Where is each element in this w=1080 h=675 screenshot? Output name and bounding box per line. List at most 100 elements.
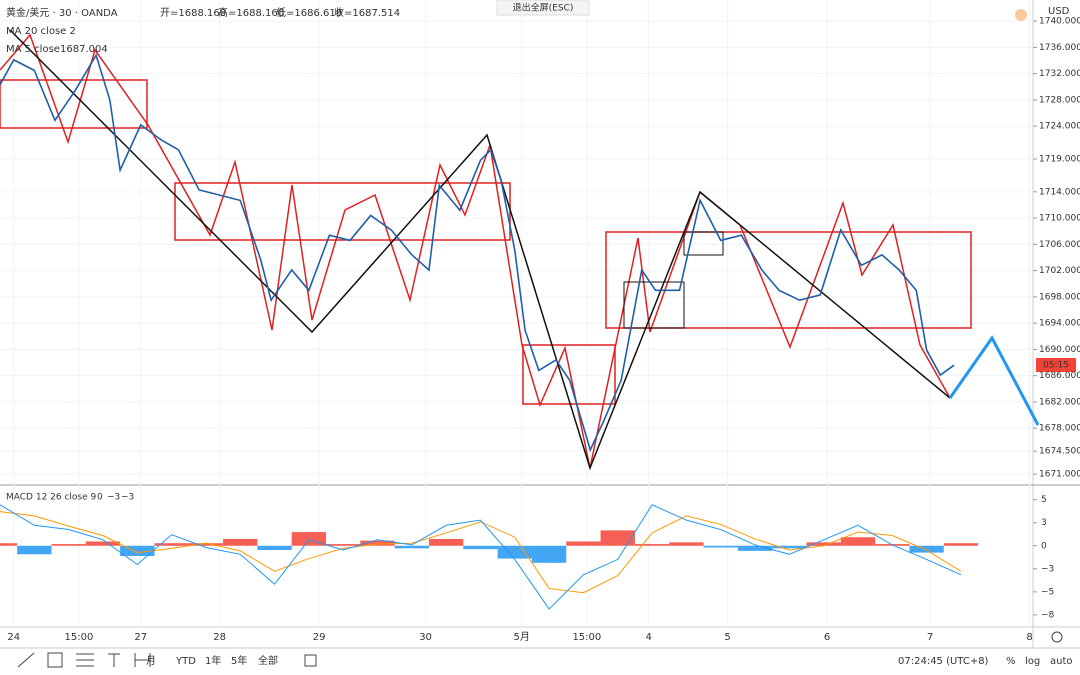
histogram-bar [634,544,670,546]
histogram-bar [17,545,52,555]
ohlc-open: 开=1688.160 [160,8,226,19]
y-tick-label: 1706.000 [1039,240,1080,250]
range-box [0,79,148,129]
histogram-bar [51,544,86,546]
y-tick-label: −5 [1041,587,1054,597]
histogram-bar [0,543,18,546]
line-tool[interactable] [17,652,35,668]
ohlc-close: 收=1687.514 [334,6,400,19]
x-tick-label: 7 [927,632,933,643]
y-tick-label: 1732.000 [1039,69,1080,79]
x-tick-label: 27 [134,632,147,643]
y-tick-label: 1740.000 [1039,17,1080,27]
x-tick-label: 30 [419,632,432,643]
macd-legend-value: −3 [107,493,120,503]
histogram-bar [223,538,258,546]
countdown-box [1036,358,1076,372]
y-tick-label: 1682.000 [1039,397,1080,407]
ohlc-low: 低=1686.619 [276,6,342,19]
period-button[interactable]: 5年 [231,654,247,667]
drawing-tools [17,652,151,668]
y-tick-label: 0 [1041,541,1047,551]
y-tick-label: 1728.000 [1039,95,1080,105]
histogram-bar [806,542,841,546]
histogram-bar [600,530,635,546]
x-tick-label: 6 [824,632,830,643]
histogram-bar [737,545,773,551]
histogram-bar [566,541,601,546]
y-tick-label: 1671.000 [1039,470,1080,480]
x-tick-label: 15:00 [572,632,601,643]
x-tick-label: 15:00 [65,632,94,643]
y-tick-label: 1736.000 [1039,43,1080,53]
fib-tool[interactable] [76,653,94,667]
scale-button[interactable]: log [1025,656,1040,667]
measure-tool[interactable] [134,653,151,667]
period-button[interactable]: YTD [175,656,196,667]
x-tick-label: 4 [645,632,651,643]
histogram-bar [531,545,567,563]
trend-line [9,29,951,471]
signal-line [0,511,962,594]
series [0,53,979,610]
period-button[interactable]: 月 [146,655,156,667]
alert-icon[interactable] [1015,9,1027,21]
y-tick-label: 1686.000 [1039,371,1080,381]
price-line [0,53,955,453]
macd-line [0,504,962,610]
text-tool[interactable] [108,653,120,667]
exit-fullscreen-label[interactable]: 退出全屏(ESC) [513,2,574,14]
x-tick-label: 5月 [513,631,529,643]
x-tick-label: 24 [7,632,20,643]
y-tick-label: 1690.000 [1039,345,1080,355]
histogram-bar [257,545,292,551]
histogram-bar [909,545,944,553]
indicator-legend[interactable]: MA 20 close 2 [6,26,76,37]
histogram-bar [669,542,704,546]
clock: 07:24:45 (UTC+8) [898,656,989,667]
rect-tool[interactable] [47,652,63,668]
exit-fullscreen-button[interactable] [496,0,590,16]
settings-icon[interactable] [1051,631,1063,643]
y-tick-label: 1702.000 [1039,266,1080,276]
histogram-bar [188,543,224,546]
macd-legend-value: 0 [97,493,103,503]
y-tick-label: 1724.000 [1039,122,1080,132]
period-button[interactable]: 全部 [258,654,278,667]
histogram-bar [463,545,498,550]
histogram-bar [840,537,876,546]
goto-date-icon[interactable] [304,654,317,667]
x-tick-label: 5 [724,632,730,643]
y-tick-label: −3 [1041,564,1054,574]
black-drawings [9,29,951,471]
y-tick-label: 1674.500 [1039,447,1080,457]
histogram-bar [154,543,189,546]
histogram-bar [497,545,532,559]
histogram-bar [360,540,395,546]
indicator-legend[interactable]: MA 5 close [6,44,60,55]
box [683,231,724,256]
macd-title[interactable]: MACD 12 26 close 9 [6,493,97,503]
y-tick-label: 3 [1041,518,1047,528]
y-tick-label: 1698.000 [1039,292,1080,302]
grid [0,0,1033,627]
range-box [605,231,972,329]
scale-button[interactable]: % [1006,656,1016,667]
histogram-bar [428,538,464,546]
y-tick-label: 1710.000 [1039,214,1080,224]
box [623,281,685,329]
x-tick-label: 8 [1026,632,1032,643]
y-tick-label: 1719.000 [1039,155,1080,165]
scale-button[interactable]: auto [1050,656,1073,667]
range-box [522,344,616,405]
histogram-bar [703,545,738,548]
histogram-bar [943,543,979,546]
zigzag [0,33,951,469]
macd-legend-value: −3 [121,493,134,503]
y-tick-label: 1678.000 [1039,424,1080,434]
x-tick-label: 28 [213,632,226,643]
x-tick-label: 29 [313,632,326,643]
histogram-bar [394,545,429,549]
period-button[interactable]: 1年 [205,654,221,667]
projection-arrow [948,335,1040,426]
